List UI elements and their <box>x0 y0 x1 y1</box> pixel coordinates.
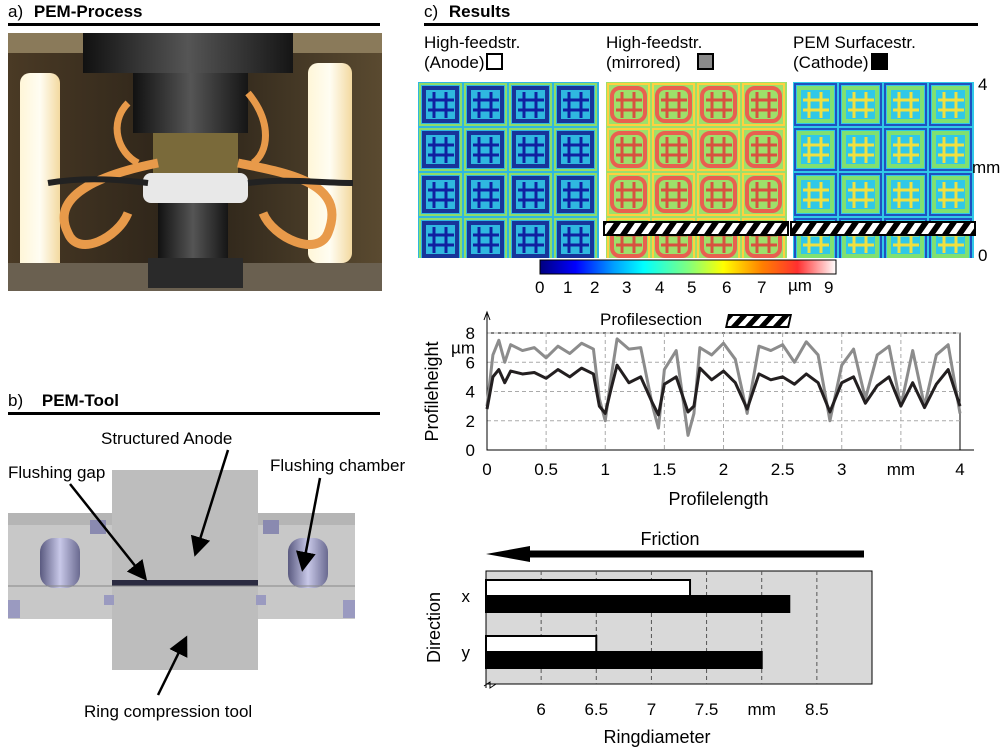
map-title-mirrored: High-feedstr. (mirrored) <box>606 33 714 73</box>
profile-y-tick: 0 <box>466 441 475 460</box>
friction-x-tick: 7 <box>647 700 656 719</box>
map-title-anode-line2: (Anode) <box>424 53 485 72</box>
friction-x-tick: 6 <box>536 700 545 719</box>
friction-axis-break <box>483 681 497 689</box>
colorbar-tick-label: 9 <box>824 278 834 297</box>
colorbar-tick-label: 3 <box>622 278 632 297</box>
profile-x-tick: mm <box>887 460 915 479</box>
panel-a-letter: a) <box>8 2 24 21</box>
panel-c-letter: c) <box>424 2 439 21</box>
friction-bar <box>485 635 598 653</box>
profile-marker-cathode <box>790 221 976 236</box>
map-axis-top: 4 <box>978 75 988 94</box>
panel-b-header: b) PEM-Tool <box>8 391 119 411</box>
profile-y-unit: µm <box>451 339 475 358</box>
profile-x-tick: 0.5 <box>534 460 558 479</box>
chamber-left <box>40 538 80 588</box>
panel-b-rule <box>8 412 380 415</box>
map-axis-bottom: 0 <box>978 246 988 265</box>
profile-title-marker <box>725 314 792 328</box>
profile-y-arrow <box>483 310 491 321</box>
map-title-cathode-line1: PEM Surfacestr. <box>793 33 916 52</box>
flushing-gap-strip <box>112 580 258 586</box>
panel-a-title: PEM-Process <box>33 2 143 21</box>
panel-c-header: c) Results <box>424 2 510 22</box>
swatch-cathode <box>870 53 888 70</box>
label-flushing-gap: Flushing gap <box>8 463 106 482</box>
map-anode <box>418 82 599 258</box>
profile-y-tick: 8 <box>466 324 475 343</box>
map-title-mirrored-line2: (mirrored) <box>606 53 681 72</box>
colorbar <box>539 259 837 275</box>
pem-tool-diagram <box>8 470 355 670</box>
label-ring-compression-tool: Ring compression tool <box>84 702 253 721</box>
map-title-anode-line1: High-feedstr. <box>424 33 521 52</box>
friction-bar <box>485 579 692 597</box>
map-title-cathode-line2: (Cathode) <box>793 53 869 72</box>
panel-b-title: PEM-Tool <box>41 391 119 410</box>
colorbar-tick-label: 2 <box>590 278 600 297</box>
friction-x-tick: 6.5 <box>584 700 608 719</box>
label-structured-anode: Structured Anode <box>101 429 233 448</box>
panel-a-rule <box>8 23 380 26</box>
profile-series-line <box>485 363 962 417</box>
colorbar-tick-label: 4 <box>655 278 665 297</box>
housing-top-left <box>8 513 113 525</box>
profile-y-label: Profileheight <box>422 341 442 441</box>
colorbar-tick-label: 5 <box>687 278 697 297</box>
friction-x-label: Ringdiameter <box>603 727 710 747</box>
map-title-anode: High-feedstr. (Anode) <box>424 33 520 73</box>
arrow-flushing-chamber <box>295 477 322 572</box>
profile-title: Profilesection <box>600 310 703 329</box>
profile-x-tick: 1 <box>601 460 610 479</box>
panel-b-letter: b) <box>8 391 24 410</box>
friction-chart: Friction x y 6 6.5 7 7.5 mm 8.5 Ringdiameter Direc… <box>424 529 873 747</box>
friction-x-tick: mm <box>748 700 776 719</box>
friction-bar <box>485 595 791 613</box>
arrow-flushing-gap <box>69 483 148 581</box>
map-title-mirrored-line1: High-feedstr. <box>606 33 703 52</box>
friction-category-label: x <box>462 587 471 606</box>
friction-x-tick: 8.5 <box>805 700 829 719</box>
colorbar-tick-label: 0 <box>535 278 545 297</box>
friction-x-tick: 7.5 <box>695 700 719 719</box>
panel-a-header: a) PEM-Process <box>8 2 143 22</box>
arrow-structured-anode <box>190 449 230 557</box>
housing-top-right <box>258 513 355 525</box>
friction-y-label: Direction <box>424 592 444 663</box>
colorbar-tick-label: 1 <box>563 278 573 297</box>
friction-category-label: y <box>462 643 471 662</box>
profile-series-line <box>485 337 962 437</box>
profile-x-tick: 0 <box>482 460 491 479</box>
friction-title: Friction <box>640 529 699 549</box>
label-flushing-chamber: Flushing chamber <box>270 456 406 475</box>
map-title-cathode: PEM Surfacestr. (Cathode) <box>793 33 916 73</box>
panel-c-title: Results <box>448 2 511 21</box>
profile-y-tick: 2 <box>466 412 475 431</box>
pem-process-photo <box>8 33 382 291</box>
colorbar-tick-label: 6 <box>722 278 732 297</box>
colorbar-tick-label: 7 <box>757 278 767 297</box>
profile-marker-mirrored <box>603 221 789 236</box>
colorbar-unit: µm <box>788 276 812 295</box>
profile-x-tick: 3 <box>837 460 846 479</box>
swatch-anode <box>486 53 504 70</box>
swatch-mirrored <box>696 53 714 70</box>
profile-x-tick: 4 <box>955 460 964 479</box>
profile-x-tick: 2.5 <box>771 460 795 479</box>
profile-x-tick: 1.5 <box>653 460 677 479</box>
profile-x-tick: 2 <box>719 460 728 479</box>
panel-c-rule <box>424 23 978 26</box>
arrow-ring-compression-tool <box>156 635 188 696</box>
map-axis-unit: mm <box>972 158 1001 177</box>
profile-x-label: Profilelength <box>668 489 768 509</box>
profile-chart: 0 0.5 1 1.5 2 2.5 3 mm 4 0 2 4 6 8µm Profilelength Prof… <box>422 310 974 509</box>
friction-arrow-head <box>486 546 530 562</box>
profile-y-tick: 6 <box>466 353 475 372</box>
profile-y-tick: 4 <box>466 383 475 402</box>
friction-bar <box>485 651 763 669</box>
